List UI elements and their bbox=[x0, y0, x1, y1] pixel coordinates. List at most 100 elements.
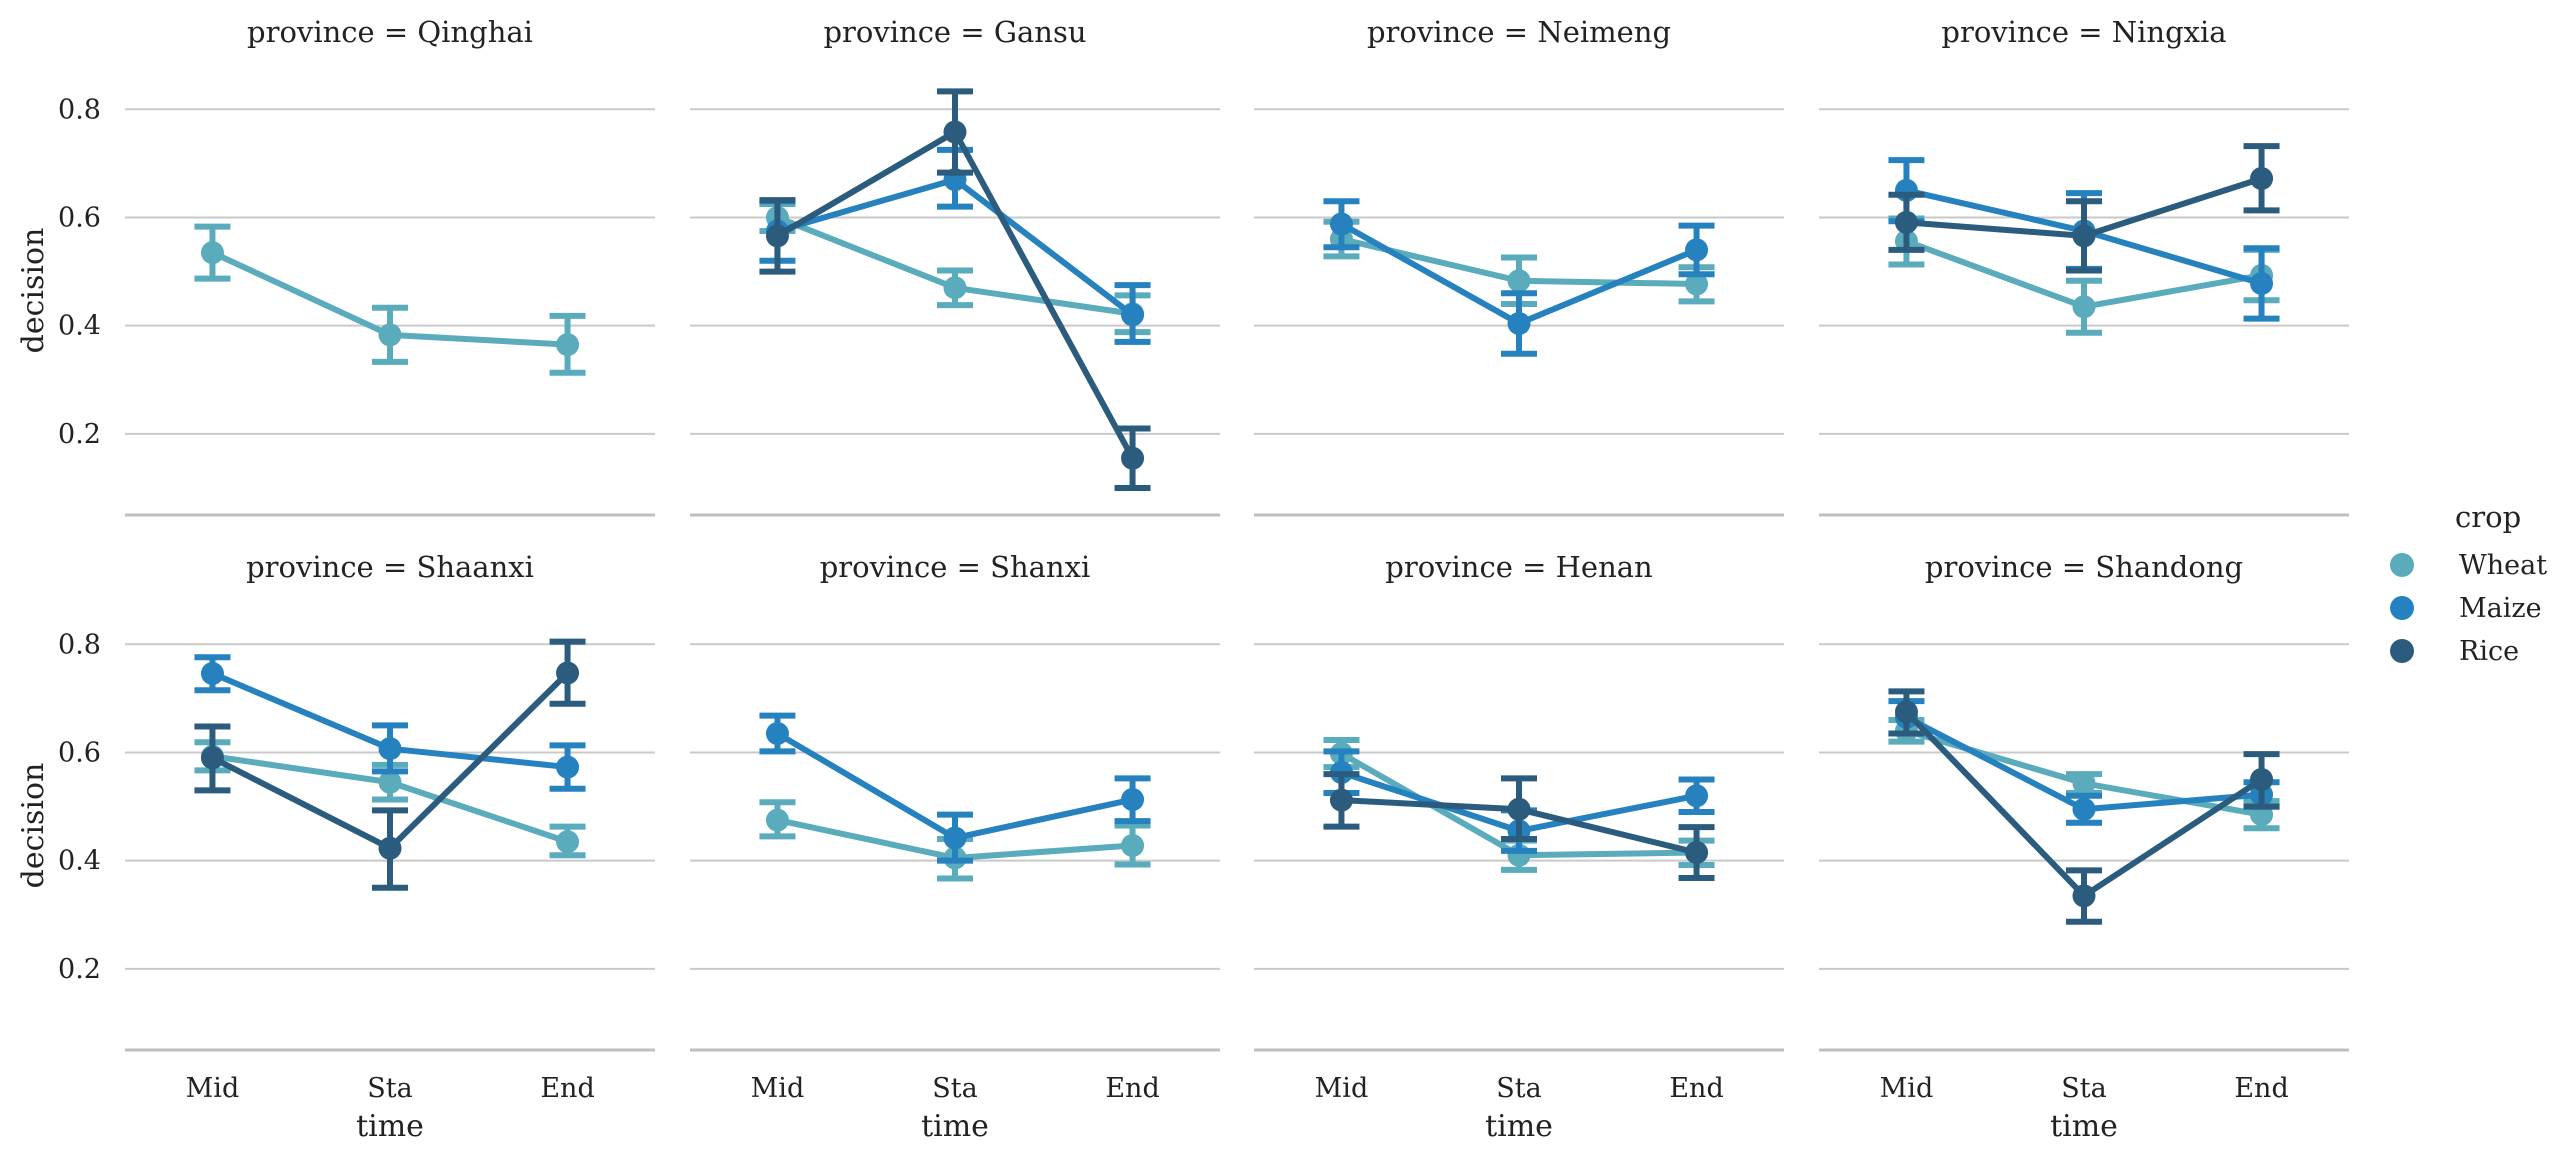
legend-entry-wheat: Wheat bbox=[2390, 550, 2547, 581]
x-tick-label: Mid bbox=[1880, 1073, 1934, 1104]
y-tick-label: 0.2 bbox=[58, 419, 101, 450]
y-tick-label: 0.8 bbox=[58, 94, 101, 125]
legend-entry-rice: Rice bbox=[2390, 636, 2519, 667]
x-axis-label: time bbox=[2050, 1109, 2118, 1144]
data-point bbox=[765, 722, 789, 746]
series-rice bbox=[1323, 771, 1715, 881]
panel-qinghai: province = Qinghai 0.2 0.4 0.6 0.8 decision bbox=[16, 15, 655, 517]
series-maize bbox=[194, 654, 586, 792]
data-point bbox=[556, 333, 580, 357]
data-point bbox=[2072, 224, 2096, 248]
data-point bbox=[1685, 784, 1709, 808]
y-axis-label: decision bbox=[16, 228, 51, 354]
data-point bbox=[2072, 771, 2096, 795]
data-point bbox=[765, 808, 789, 832]
data-point bbox=[1121, 834, 1145, 858]
data-point bbox=[556, 755, 580, 779]
data-point bbox=[2250, 167, 2274, 191]
x-axis-label: time bbox=[356, 1109, 424, 1144]
data-point bbox=[1329, 212, 1353, 236]
data-point bbox=[556, 830, 580, 854]
legend-label: Maize bbox=[2459, 593, 2542, 624]
data-point bbox=[200, 661, 224, 685]
panel-henan: province = Henan Mid Sta End time bbox=[1254, 550, 1784, 1144]
series-maize bbox=[759, 712, 1151, 864]
x-tick-label: End bbox=[1669, 1073, 1723, 1104]
legend-entry-maize: Maize bbox=[2390, 593, 2542, 624]
panel-title: province = Ningxia bbox=[1941, 15, 2226, 49]
data-point bbox=[1121, 446, 1145, 470]
data-point bbox=[1894, 700, 1918, 724]
data-point bbox=[943, 826, 967, 850]
y-tick-label: 0.8 bbox=[58, 629, 101, 660]
legend-marker bbox=[2390, 639, 2414, 663]
y-tick-label: 0.4 bbox=[58, 311, 101, 342]
data-point bbox=[1121, 788, 1145, 812]
panel-grid: province = Qinghai0.20.40.60.8decisionpr… bbox=[16, 15, 2349, 1144]
data-point bbox=[378, 770, 402, 794]
x-tick-label: End bbox=[540, 1073, 594, 1104]
y-axis-label: decision bbox=[16, 763, 51, 889]
data-point bbox=[556, 661, 580, 685]
panel-title: province = Shanxi bbox=[820, 550, 1091, 584]
panel-title: province = Qinghai bbox=[247, 15, 533, 49]
data-point bbox=[2250, 271, 2274, 295]
x-axis-label: time bbox=[1485, 1109, 1553, 1144]
data-point bbox=[1329, 788, 1353, 812]
data-point bbox=[2072, 797, 2096, 821]
data-point bbox=[765, 224, 789, 248]
panel-title: province = Gansu bbox=[823, 15, 1086, 49]
data-point bbox=[1507, 269, 1531, 293]
legend-entries: Wheat Maize Rice bbox=[2390, 550, 2547, 667]
x-tick-label: Sta bbox=[932, 1073, 977, 1104]
data-point bbox=[200, 746, 224, 770]
panel-gansu: province = Gansu bbox=[690, 15, 1220, 517]
legend-title: crop bbox=[2455, 500, 2521, 534]
panel-shanxi: province = Shanxi Mid Sta End time bbox=[690, 550, 1220, 1144]
series-wheat bbox=[194, 223, 586, 376]
legend-label: Rice bbox=[2459, 636, 2519, 667]
y-tick-label: 0.6 bbox=[58, 737, 101, 768]
data-point bbox=[943, 276, 967, 300]
x-tick-label: Sta bbox=[367, 1073, 412, 1104]
data-point bbox=[2250, 768, 2274, 792]
data-point bbox=[1121, 303, 1145, 327]
data-point bbox=[1894, 210, 1918, 234]
data-point bbox=[378, 836, 402, 860]
y-tick-label: 0.4 bbox=[58, 846, 101, 877]
series-rice bbox=[1888, 143, 2280, 274]
data-point bbox=[200, 241, 224, 265]
legend-marker bbox=[2390, 553, 2414, 577]
data-point bbox=[1685, 238, 1709, 262]
legend: crop Wheat Maize Rice bbox=[2390, 500, 2547, 667]
series-rice bbox=[759, 88, 1151, 491]
panel-title: province = Shandong bbox=[1925, 550, 2243, 584]
panel-shaanxi: province = Shaanxi 0.2 0.4 0.6 0.8 decision Mi… bbox=[16, 550, 655, 1144]
data-point bbox=[378, 737, 402, 761]
data-point bbox=[2072, 295, 2096, 319]
x-tick-label: End bbox=[2234, 1073, 2288, 1104]
data-point bbox=[943, 120, 967, 144]
data-point bbox=[1685, 841, 1709, 865]
series-rice bbox=[194, 638, 586, 891]
series-maize bbox=[1323, 198, 1715, 357]
x-tick-label: End bbox=[1105, 1073, 1159, 1104]
x-tick-label: Mid bbox=[186, 1073, 240, 1104]
x-tick-label: Mid bbox=[1315, 1073, 1369, 1104]
x-tick-label: Sta bbox=[1496, 1073, 1541, 1104]
y-tick-label: 0.2 bbox=[58, 954, 101, 985]
panel-title: province = Shaanxi bbox=[246, 550, 534, 584]
x-tick-label: Sta bbox=[2061, 1073, 2106, 1104]
panel-title: province = Neimeng bbox=[1367, 15, 1671, 49]
panel-title: province = Henan bbox=[1385, 550, 1652, 584]
x-tick-label: Mid bbox=[751, 1073, 805, 1104]
data-point bbox=[378, 323, 402, 347]
data-point bbox=[1507, 311, 1531, 335]
y-tick-label: 0.6 bbox=[58, 202, 101, 233]
panel-neimeng: province = Neimeng bbox=[1254, 15, 1784, 517]
data-point bbox=[2072, 884, 2096, 908]
panel-ningxia: province = Ningxia bbox=[1819, 15, 2349, 517]
legend-marker bbox=[2390, 596, 2414, 620]
legend-label: Wheat bbox=[2459, 550, 2547, 581]
